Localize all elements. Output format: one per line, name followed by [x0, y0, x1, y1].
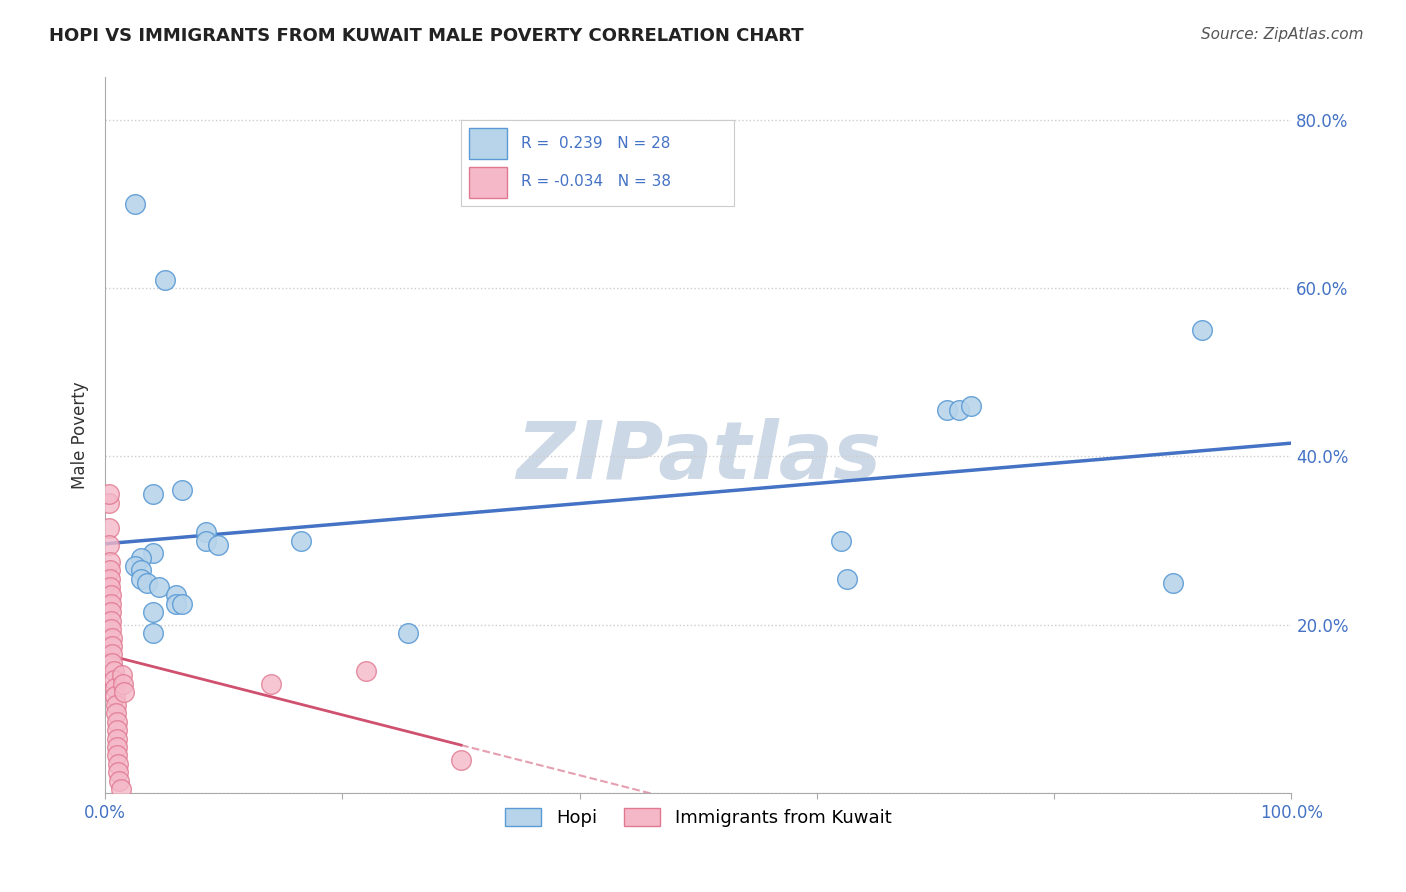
Y-axis label: Male Poverty: Male Poverty	[72, 382, 89, 489]
Point	[101, 631, 124, 645]
Point	[103, 664, 125, 678]
Point	[98, 580, 121, 594]
Legend: Hopi, Immigrants from Kuwait: Hopi, Immigrants from Kuwait	[498, 801, 898, 834]
Point	[148, 580, 170, 594]
Point	[104, 698, 127, 712]
Point	[124, 196, 146, 211]
Text: HOPI VS IMMIGRANTS FROM KUWAIT MALE POVERTY CORRELATION CHART: HOPI VS IMMIGRANTS FROM KUWAIT MALE POVE…	[49, 27, 804, 45]
Point	[153, 272, 176, 286]
Point	[948, 403, 970, 417]
Point	[108, 773, 131, 788]
Point	[396, 626, 419, 640]
Point	[195, 533, 218, 548]
Point	[354, 664, 377, 678]
Point	[105, 723, 128, 738]
Point	[172, 483, 194, 497]
Point	[97, 538, 120, 552]
Point	[830, 533, 852, 548]
Point	[98, 563, 121, 577]
Point	[290, 533, 312, 548]
Point	[107, 765, 129, 780]
Point	[936, 403, 959, 417]
Point	[129, 572, 152, 586]
Point	[165, 589, 187, 603]
Point	[112, 685, 135, 699]
Point	[142, 487, 165, 501]
Point	[1161, 575, 1184, 590]
Text: ZIPatlas: ZIPatlas	[516, 417, 880, 496]
Point	[135, 575, 157, 590]
Point	[100, 597, 122, 611]
Point	[97, 487, 120, 501]
Point	[142, 626, 165, 640]
Point	[960, 399, 983, 413]
Point	[142, 605, 165, 619]
Point	[105, 714, 128, 729]
Point	[835, 572, 858, 586]
Point	[104, 690, 127, 704]
Point	[260, 677, 283, 691]
Point	[105, 748, 128, 763]
Point	[195, 525, 218, 540]
Point	[107, 756, 129, 771]
Point	[101, 639, 124, 653]
Point	[207, 538, 229, 552]
Text: Source: ZipAtlas.com: Source: ZipAtlas.com	[1201, 27, 1364, 42]
Point	[450, 753, 472, 767]
Point	[129, 563, 152, 577]
Point	[111, 677, 134, 691]
Point	[100, 589, 122, 603]
Point	[172, 597, 194, 611]
Point	[100, 622, 122, 636]
Point	[124, 558, 146, 573]
Point	[110, 782, 132, 797]
Point	[111, 668, 134, 682]
Point	[129, 550, 152, 565]
Point	[101, 648, 124, 662]
Point	[97, 521, 120, 535]
Point	[98, 555, 121, 569]
Point	[100, 614, 122, 628]
Point	[103, 673, 125, 687]
Point	[104, 681, 127, 695]
Point	[165, 597, 187, 611]
Point	[98, 572, 121, 586]
Point	[105, 731, 128, 746]
Point	[97, 496, 120, 510]
Point	[1191, 323, 1213, 337]
Point	[142, 546, 165, 560]
Point	[104, 706, 127, 721]
Point	[101, 656, 124, 670]
Point	[105, 739, 128, 754]
Point	[100, 605, 122, 619]
